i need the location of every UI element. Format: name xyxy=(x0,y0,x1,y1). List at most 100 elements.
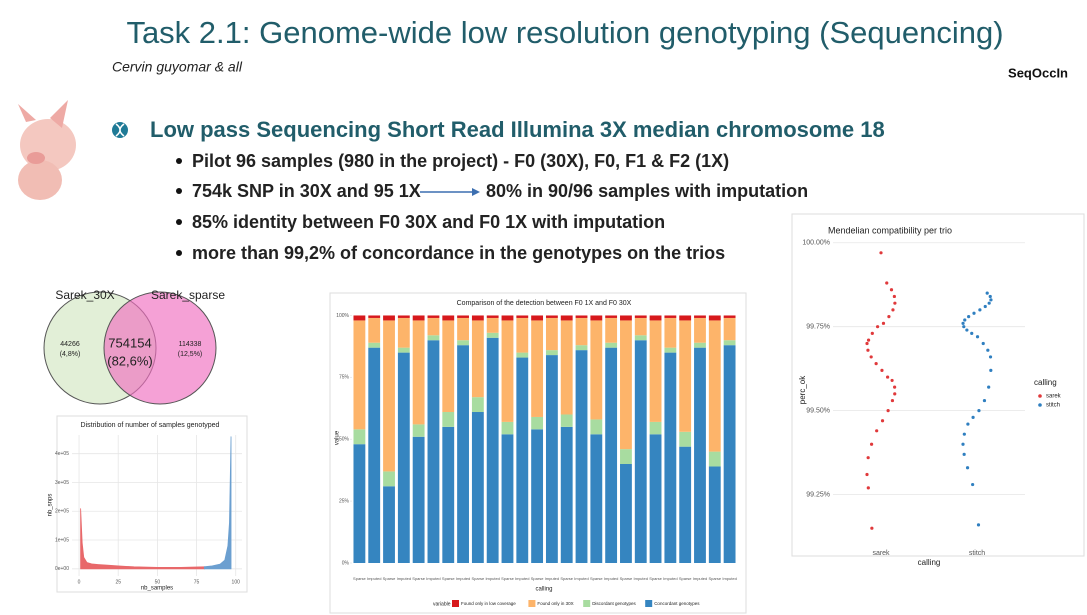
x-tick-label: 100 xyxy=(232,579,241,585)
x-tick-label: Sparse xyxy=(679,576,692,581)
point xyxy=(881,321,886,325)
bar-segment xyxy=(471,397,484,413)
point xyxy=(985,291,989,295)
legend-title: calling xyxy=(1034,378,1057,387)
point xyxy=(986,348,990,352)
bullet: more than 99,2% of concordance in the ge… xyxy=(192,243,725,263)
bullet: 85% identity between F0 30X and F0 1X wi… xyxy=(192,212,665,232)
bar-segment xyxy=(486,315,499,318)
x-tick-label: Sparse xyxy=(412,576,425,581)
bar-segment xyxy=(545,317,558,351)
legend-swatch xyxy=(528,600,536,607)
plot-area xyxy=(833,236,1025,545)
point xyxy=(966,422,970,426)
bar-segment xyxy=(397,315,410,318)
y-axis-label: value xyxy=(335,430,341,445)
legend-title: variable xyxy=(433,601,451,607)
chart-title: Mendelian compatibility per trio xyxy=(828,225,952,235)
bar-segment xyxy=(486,317,499,333)
point xyxy=(880,368,884,372)
point xyxy=(971,482,975,487)
bar-segment xyxy=(516,315,529,318)
venn-right xyxy=(103,291,217,405)
x-tick-label: Sparse xyxy=(649,576,662,581)
x-tick-label: Imputed xyxy=(634,576,648,581)
x-tick-label: Imputed xyxy=(515,576,529,581)
bar-segment xyxy=(457,345,469,563)
venn-count: 44266 xyxy=(60,341,80,348)
legend-label: stitch xyxy=(1046,403,1060,409)
bar-segment xyxy=(545,315,558,318)
bar-segment xyxy=(605,347,618,563)
point xyxy=(880,419,885,423)
point xyxy=(870,331,874,336)
point xyxy=(891,308,895,312)
legend-swatch xyxy=(452,600,459,607)
bar-segment xyxy=(531,315,544,321)
y-tick-label: 0e+00 xyxy=(55,566,69,572)
x-axis-label: calling xyxy=(918,558,941,567)
point xyxy=(879,251,883,255)
bar-segment xyxy=(620,315,632,321)
dna-icon xyxy=(112,122,128,138)
bullet-dot xyxy=(176,250,182,256)
bar-segment xyxy=(442,315,455,321)
bar-segment xyxy=(605,317,618,343)
y-axis-label: nb_snps xyxy=(48,494,54,517)
y-tick-label: 99.25% xyxy=(806,491,830,498)
legend-swatch xyxy=(583,600,591,607)
bar-segment xyxy=(560,414,573,427)
venn-label: Sarek_sparse xyxy=(151,288,225,302)
x-tick-label: Sparse xyxy=(472,576,485,581)
bar-segment xyxy=(397,347,410,353)
point xyxy=(866,456,870,460)
legend-label: sarek xyxy=(1046,394,1062,400)
bar-segment xyxy=(605,342,618,348)
bar-segment xyxy=(620,449,632,464)
point xyxy=(875,325,880,329)
bar-segment xyxy=(560,315,573,321)
point xyxy=(989,368,993,372)
x-tick-label: Imputed xyxy=(456,576,470,581)
bar-segment xyxy=(664,347,677,353)
bar-segment xyxy=(723,345,736,563)
y-tick-label: 25% xyxy=(339,498,350,504)
point xyxy=(866,348,870,352)
bar-segment xyxy=(486,337,499,563)
legend-label: Found only in 30X xyxy=(537,601,573,606)
x-tick-label: Sparse xyxy=(708,576,721,581)
point xyxy=(866,486,870,490)
bar-segment xyxy=(501,421,514,435)
bullet: 754k SNP in 30X and 95 1X xyxy=(192,181,421,201)
point xyxy=(890,378,894,383)
venn-pct: (4,8%) xyxy=(60,351,81,358)
x-tick-label: 0 xyxy=(78,579,81,585)
bar-segment xyxy=(368,347,381,563)
point xyxy=(893,385,897,389)
subtitle: Cervin guyomar & all xyxy=(112,59,243,75)
point xyxy=(870,526,874,530)
point xyxy=(983,304,987,309)
bar-segment xyxy=(679,446,692,563)
point xyxy=(989,298,993,302)
point xyxy=(962,452,966,456)
bar-segment xyxy=(605,315,618,318)
bar-segment xyxy=(471,412,484,563)
x-tick-label: 50 xyxy=(155,579,161,585)
y-tick-label: 1e+05 xyxy=(55,537,69,543)
bar-segment xyxy=(427,317,440,336)
legend-label: Found only in low coverage xyxy=(461,601,516,606)
bullet: Pilot 96 samples (980 in the project) - … xyxy=(192,151,729,171)
bar-segment xyxy=(649,320,662,422)
x-tick-label: stitch xyxy=(969,550,985,557)
point xyxy=(967,315,971,319)
point xyxy=(981,341,985,346)
point xyxy=(865,472,869,477)
bar-segment xyxy=(590,315,603,321)
bar-segment xyxy=(368,315,381,318)
legend-label: Discordant genotypes xyxy=(592,601,636,606)
x-tick-label: Sparse xyxy=(501,576,514,581)
point xyxy=(886,409,890,413)
bullet-list: Pilot 96 samples (980 in the project) - … xyxy=(176,151,808,263)
x-tick-label: Sparse xyxy=(560,576,573,581)
